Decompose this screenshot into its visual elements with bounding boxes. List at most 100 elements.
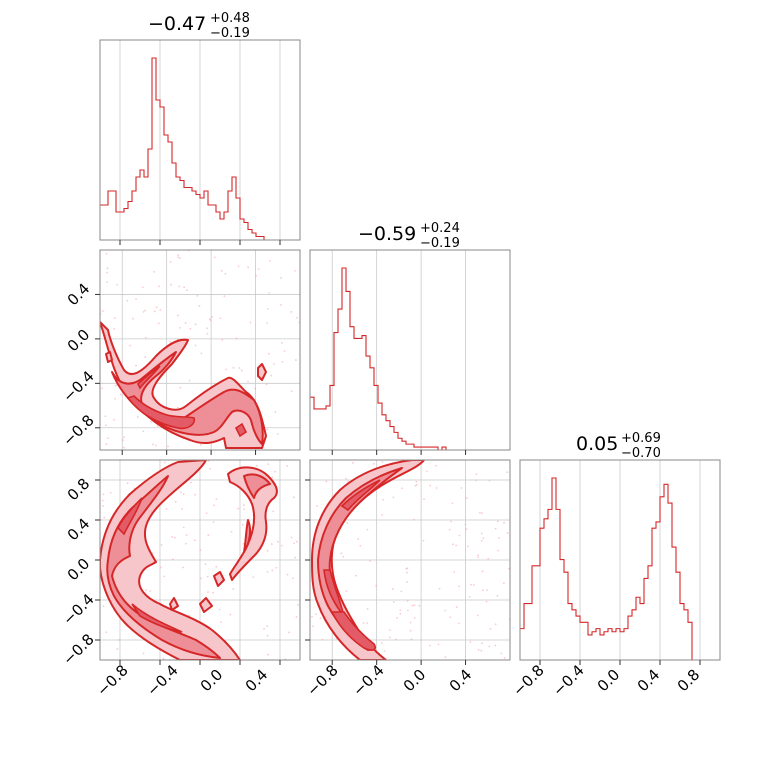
x-tick-label: −0.8 (509, 661, 547, 699)
contour-middle (106, 475, 221, 659)
sample-point (196, 294, 199, 297)
sample-point (481, 512, 483, 515)
sample-point (312, 625, 314, 628)
sample-point (257, 268, 260, 271)
sample-point (449, 616, 452, 619)
sample-point (269, 260, 271, 262)
sample-point (288, 631, 290, 634)
sample-point (229, 613, 232, 616)
title-plus: +0.69 (621, 431, 661, 446)
sample-point (113, 317, 116, 319)
sample-point (189, 327, 192, 330)
sample-point (366, 528, 369, 531)
sample-point (237, 507, 240, 510)
sample-point (252, 576, 255, 579)
sample-point (266, 625, 269, 628)
sample-point (225, 368, 228, 371)
sample-point (266, 571, 269, 573)
sample-point (391, 588, 394, 590)
contour-panel-1-3 (95, 459, 301, 665)
sample-point (205, 512, 208, 515)
sample-point (452, 543, 454, 546)
sample-point (190, 481, 192, 484)
sample-point (394, 638, 397, 641)
sample-point (497, 549, 499, 552)
sample-point (183, 286, 186, 289)
x-tick-label: 0.4 (242, 666, 272, 696)
sample-point (280, 276, 283, 279)
sample-point (380, 641, 383, 644)
sample-point (429, 484, 432, 487)
y-tick-label: −0.4 (59, 367, 97, 405)
sample-point (178, 285, 181, 288)
sample-point (100, 518, 103, 521)
sample-point (152, 443, 154, 446)
sample-point (351, 461, 354, 464)
sample-point (170, 283, 172, 286)
sample-point (106, 437, 109, 440)
sample-point (182, 566, 185, 569)
x-tick-label: −0.4 (549, 661, 587, 699)
sample-point (413, 518, 415, 521)
sample-point (345, 590, 348, 592)
sample-point (485, 600, 488, 603)
sample-point (200, 443, 202, 446)
y-tick-label: 0.4 (64, 515, 94, 545)
sample-point (136, 415, 139, 418)
sample-point (392, 601, 395, 603)
sample-point (448, 528, 451, 531)
sample-point (486, 589, 488, 592)
title-minus: −0.19 (420, 236, 460, 251)
sample-point (188, 379, 191, 382)
sample-point (165, 508, 168, 510)
sample-point (256, 464, 258, 467)
sample-point (105, 252, 108, 255)
sample-point (506, 532, 509, 534)
sample-point (241, 524, 244, 526)
sample-point (311, 615, 313, 618)
y-tick-labels-panel-1-2: −0.8 −0.4 0.0 0.4 (59, 280, 97, 450)
sample-point (450, 520, 452, 523)
sample-point (415, 483, 418, 486)
sample-point (145, 589, 147, 592)
sample-point (346, 522, 349, 524)
sample-point (458, 585, 460, 588)
sample-point (457, 622, 460, 625)
sample-point (362, 621, 365, 624)
sample-point (460, 487, 463, 489)
sample-point (392, 496, 395, 499)
sample-point (243, 508, 246, 511)
sample-point (144, 309, 147, 312)
sample-point (297, 604, 299, 606)
sample-point (174, 500, 177, 503)
sample-point (162, 657, 165, 660)
sample-point (477, 554, 479, 556)
sample-point (296, 316, 298, 319)
histogram-panel-3 (519, 459, 721, 665)
sample-point (200, 352, 203, 355)
contour-inner (126, 365, 196, 430)
sample-point (482, 589, 484, 592)
grid-lines (119, 40, 281, 240)
sample-point (212, 591, 214, 594)
y-tick-label: −0.8 (59, 411, 97, 449)
sample-point (274, 470, 276, 473)
sample-point (182, 526, 185, 529)
sample-point (411, 604, 414, 607)
title-plus: +0.48 (210, 11, 250, 26)
sample-point (489, 627, 492, 630)
sample-point (114, 397, 116, 400)
sample-point (286, 573, 289, 576)
sample-point (176, 406, 179, 409)
sample-point (355, 574, 357, 577)
sample-point (321, 638, 324, 641)
sample-point (101, 387, 104, 390)
sample-point (413, 604, 416, 607)
sample-point (179, 386, 182, 389)
sample-point (345, 477, 347, 480)
sample-point (116, 648, 119, 650)
sample-point (468, 595, 471, 598)
histogram-series (100, 57, 300, 241)
sample-point (273, 362, 275, 365)
sample-point (149, 590, 152, 592)
